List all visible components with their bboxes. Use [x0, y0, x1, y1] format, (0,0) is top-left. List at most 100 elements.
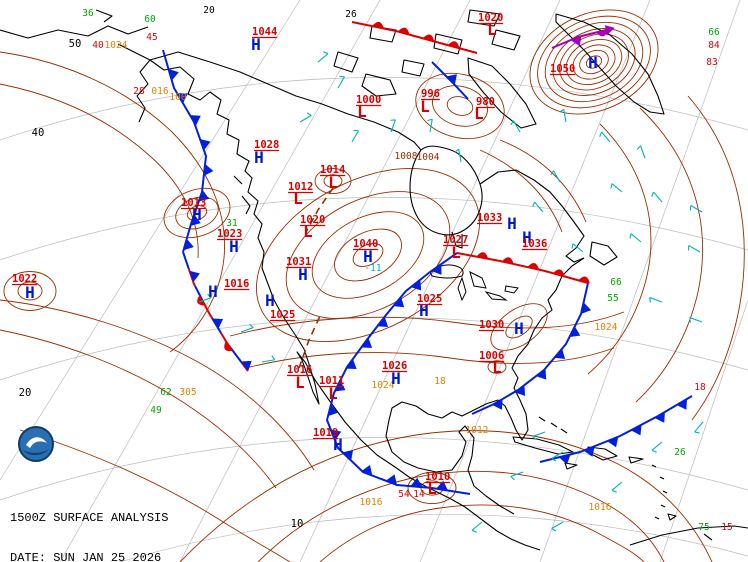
pressure-center-letter: L	[492, 358, 502, 377]
cold-front-pip-icon	[607, 436, 619, 448]
station-value: 1008	[395, 151, 418, 162]
cold-front-pip-icon	[654, 411, 665, 423]
pressure-center-letter: H	[522, 228, 532, 247]
latitude-label: 20	[19, 387, 32, 399]
station-value: 54	[398, 489, 410, 500]
wind-barb-icon	[551, 451, 564, 462]
isobar-line	[0, 299, 315, 471]
wind-barb-icon	[559, 108, 567, 123]
weather-fronts	[162, 21, 693, 495]
front-occluded	[551, 25, 615, 49]
front-warm	[456, 252, 590, 284]
pressure-center-letter: H	[514, 319, 524, 338]
pressure-center-value: 1010	[425, 471, 450, 483]
cold-front-pip-icon	[431, 264, 442, 275]
pressure-center-letter: H	[391, 369, 401, 388]
station-value: 60	[144, 14, 156, 25]
pressure-center-value: 1050	[550, 63, 575, 75]
pressure-center-letter: L	[487, 20, 497, 39]
isobar-ring	[537, 15, 651, 109]
cold-front-pip-icon	[240, 360, 252, 372]
warm-front-pip-icon	[422, 34, 435, 42]
isobar-line	[245, 347, 615, 369]
pressure-center-letter: H	[333, 435, 343, 454]
station-value: 1024	[105, 40, 128, 51]
station-value: 15	[721, 522, 732, 533]
pressure-center-letter: H	[265, 291, 275, 310]
isobar-ring	[352, 243, 384, 267]
pressure-center-value: 1012	[288, 181, 313, 193]
warm-front-pip-icon	[197, 294, 206, 306]
wind-barb-icon	[687, 245, 701, 253]
isobar-ring	[415, 72, 505, 140]
isobar-line	[0, 329, 277, 489]
isobar-ring	[285, 191, 451, 319]
cold-front-pip-icon	[200, 139, 211, 151]
isobar-ring	[323, 174, 343, 188]
cold-front-pip-icon	[176, 93, 188, 104]
cold-front-pip-icon	[190, 214, 201, 226]
pressure-center-H: H 1030	[479, 319, 524, 338]
isobar-ring	[163, 187, 231, 239]
wind-barb-icon	[427, 118, 433, 133]
wind-barb-icon	[532, 201, 544, 213]
pressure-center-value: 1026	[382, 360, 407, 372]
cold-front-pip-icon	[492, 398, 503, 410]
pressure-center-letter: L	[293, 189, 303, 208]
latitude-label: 40	[32, 127, 45, 139]
pressure-center-value: 1044	[252, 26, 277, 38]
front-cold	[162, 49, 214, 253]
station-value: 14	[413, 489, 425, 500]
warm-front-pip-icon	[596, 29, 608, 37]
isobar-ring	[407, 471, 457, 505]
wind-barb-icon	[532, 431, 546, 441]
isobar-ring	[175, 196, 219, 230]
station-value: 016	[151, 86, 168, 97]
isobar-ring	[579, 49, 609, 75]
station-value: 305	[179, 387, 196, 398]
cold-front-pip-icon	[330, 429, 342, 441]
pressure-center-value: 1000	[356, 94, 381, 106]
pressure-center-letter: L	[328, 384, 338, 403]
pressure-center-letter: H	[25, 283, 35, 302]
pressure-center-letter: L	[303, 222, 313, 241]
cold-front-pip-icon	[361, 337, 373, 348]
pressure-center-value: 1036	[522, 238, 547, 250]
pressure-center-value: 1025	[417, 293, 442, 305]
isobar-line	[0, 83, 199, 259]
pressure-center-letter: H	[363, 247, 373, 266]
pressure-center-letter: H	[298, 265, 308, 284]
pressure-center-letter: H	[588, 53, 598, 72]
station-value: 55	[607, 293, 618, 304]
isobar-ring	[446, 96, 474, 116]
front-cold	[431, 61, 469, 100]
pressure-center-H: H 1033	[477, 212, 517, 233]
station-value: 1016	[360, 497, 383, 508]
warm-front-pip-icon	[578, 276, 590, 284]
wind-barb-icon	[299, 112, 312, 123]
pressure-center-letter: H	[192, 205, 202, 224]
cold-front-pip-icon	[558, 454, 571, 465]
cold-front-pip-icon	[183, 238, 194, 251]
cold-front-pip-icon	[569, 326, 581, 338]
pressure-center-H: H 1016	[208, 278, 249, 301]
pressure-center-letter: L	[295, 373, 305, 392]
station-value: -11	[364, 263, 381, 274]
warm-front-pip-icon	[447, 41, 460, 49]
isobar-line	[257, 470, 665, 562]
isobar-ring	[3, 271, 57, 311]
pressure-center-letter: L	[420, 97, 430, 116]
station-value: 18	[434, 376, 446, 387]
wind-barb-icon	[610, 183, 623, 193]
wind-barb-icon	[390, 119, 396, 133]
cold-front-pip-icon	[410, 279, 422, 291]
wind-barb-icon	[651, 441, 663, 453]
pressure-center-value: 1020	[478, 12, 503, 24]
